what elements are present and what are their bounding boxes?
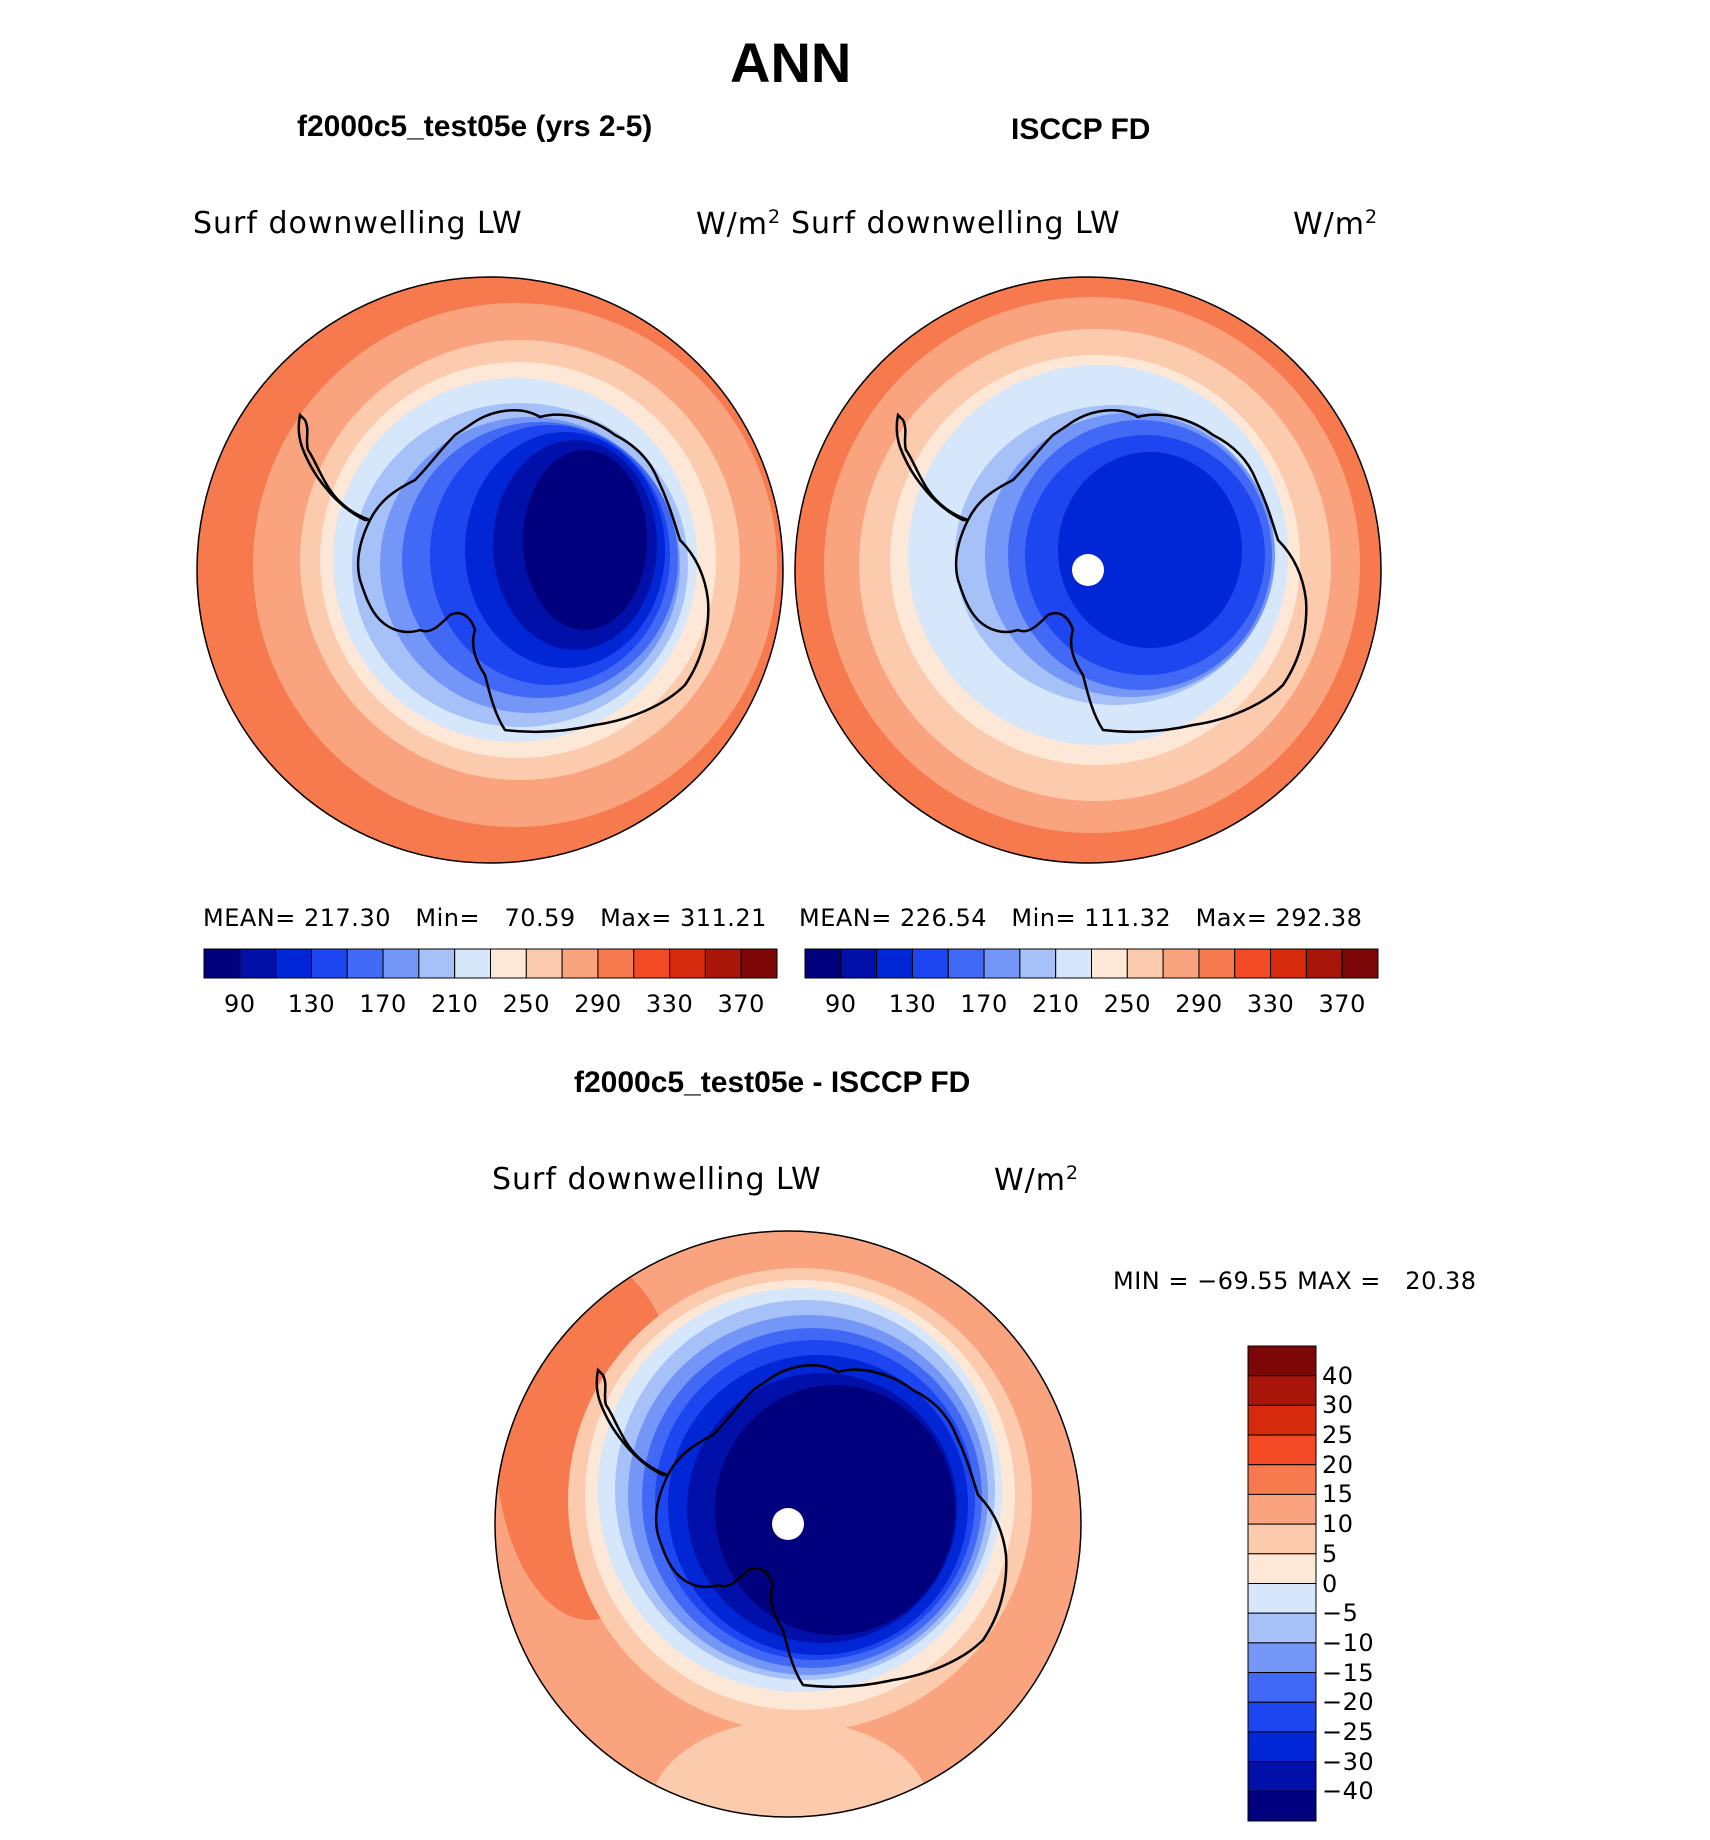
colorbar-tick-label: 290 xyxy=(1175,990,1223,1018)
colorbar-tick-label: 250 xyxy=(1103,990,1151,1018)
colorbar-swatch xyxy=(840,948,878,979)
colorbar-tick-label: 130 xyxy=(287,990,336,1018)
colorbar-swatch xyxy=(740,948,778,979)
colorbar-swatch xyxy=(1247,1672,1317,1703)
colorbar-tick-label: −15 xyxy=(1322,1658,1375,1687)
obs-stats: MEAN= 226.54 Min= 111.32 Max= 292.38 xyxy=(799,904,1363,932)
colorbar-swatch xyxy=(1247,1345,1317,1377)
colorbar-swatch xyxy=(1247,1553,1317,1584)
colorbar-swatch xyxy=(1247,1464,1317,1495)
colorbar-tick-label: 40 xyxy=(1322,1361,1354,1390)
obs-panel-title: ISCCP FD xyxy=(1011,113,1151,146)
diff-units-label: W/m2 xyxy=(994,1162,1080,1198)
colorbar-swatch xyxy=(1247,1790,1317,1822)
model-panel-title: f2000c5_test05e (yrs 2-5) xyxy=(297,110,653,143)
colorbar-tick-label: 25 xyxy=(1322,1421,1354,1450)
colorbar-swatch xyxy=(382,948,420,979)
colorbar-swatch xyxy=(1247,1523,1317,1555)
colorbar-swatch xyxy=(669,948,706,979)
colorbar-tick-label: −5 xyxy=(1322,1599,1359,1628)
colorbar-swatch xyxy=(525,948,563,979)
obs-variable-label: Surf downwelling LW xyxy=(791,206,1121,241)
colorbar-swatch xyxy=(633,948,671,979)
model-map xyxy=(197,277,783,863)
colorbar-tick-label: 130 xyxy=(888,990,937,1018)
diff-panel-title: f2000c5_test05e - ISCCP FD xyxy=(574,1066,971,1099)
colorbar-swatch xyxy=(1247,1375,1317,1406)
colorbar-swatch xyxy=(911,948,949,979)
colorbar-swatch xyxy=(1162,948,1200,979)
diff-pole-mask xyxy=(772,1508,804,1540)
colorbar-tick-label: 10 xyxy=(1322,1510,1354,1539)
colorbar-tick-label: 210 xyxy=(431,990,479,1018)
colorbar-tick-label: 210 xyxy=(1032,990,1080,1018)
colorbar-swatch xyxy=(1247,1434,1317,1466)
colorbar-swatch xyxy=(1247,1642,1317,1674)
colorbar-swatch xyxy=(947,948,985,979)
colorbar-swatch xyxy=(310,948,348,979)
colorbar-tick-label: −30 xyxy=(1322,1747,1375,1776)
model-colorbar xyxy=(203,948,778,979)
colorbar-tick-label: 170 xyxy=(960,990,1008,1018)
colorbar-swatch xyxy=(1019,948,1057,979)
colorbar-tick-label: 330 xyxy=(1246,990,1295,1018)
page-title: ANN xyxy=(730,31,852,94)
colorbar-swatch xyxy=(490,948,527,979)
colorbar-swatch xyxy=(1198,948,1236,979)
colorbar-swatch xyxy=(1270,948,1307,979)
colorbar-tick-label: 330 xyxy=(645,990,694,1018)
colorbar-swatch xyxy=(876,948,913,979)
colorbar-swatch xyxy=(275,948,312,979)
colorbar-swatch xyxy=(1341,948,1379,979)
colorbar-swatch xyxy=(203,948,241,979)
obs-colorbar xyxy=(804,948,1379,979)
colorbar-tick-label: 30 xyxy=(1322,1391,1354,1420)
colorbar-swatch xyxy=(804,948,842,979)
colorbar-swatch xyxy=(418,948,456,979)
colorbar-swatch xyxy=(1247,1404,1317,1436)
colorbar-tick-label: 0 xyxy=(1322,1569,1338,1598)
colorbar-swatch xyxy=(1247,1761,1317,1792)
colorbar-swatch xyxy=(561,948,599,979)
colorbar-swatch xyxy=(1247,1731,1317,1763)
colorbar-swatch xyxy=(454,948,491,979)
colorbar-swatch xyxy=(597,948,635,979)
colorbar-tick-label: 90 xyxy=(224,990,256,1018)
colorbar-swatch xyxy=(1126,948,1164,979)
diff-colorbar xyxy=(1247,1345,1317,1822)
diff-variable-label: Surf downwelling LW xyxy=(492,1162,822,1197)
colorbar-swatch xyxy=(346,948,384,979)
colorbar-tick-label: 15 xyxy=(1322,1480,1354,1509)
colorbar-tick-label: 290 xyxy=(574,990,622,1018)
diff-range: MIN = −69.55 MAX = 20.38 xyxy=(1113,1267,1477,1295)
colorbar-swatch xyxy=(1305,948,1343,979)
colorbar-tick-label: 370 xyxy=(1318,990,1366,1018)
colorbar-tick-label: 250 xyxy=(502,990,550,1018)
colorbar-tick-label: −10 xyxy=(1322,1628,1375,1657)
colorbar-tick-label: 370 xyxy=(717,990,765,1018)
model-variable-label: Surf downwelling LW xyxy=(193,206,523,241)
model-stats: MEAN= 217.30 Min= 70.59 Max= 311.21 xyxy=(203,904,767,932)
obs-pole-mask xyxy=(1072,554,1104,586)
obs-units-label: W/m2 xyxy=(1293,206,1379,242)
colorbar-swatch xyxy=(1234,948,1272,979)
colorbar-tick-label: 5 xyxy=(1322,1539,1338,1568)
colorbar-tick-label: −25 xyxy=(1322,1717,1375,1746)
colorbar-swatch xyxy=(983,948,1021,979)
colorbar-swatch xyxy=(1091,948,1128,979)
colorbar-tick-label: 20 xyxy=(1322,1450,1354,1479)
colorbar-swatch xyxy=(1247,1583,1317,1614)
colorbar-swatch xyxy=(1247,1612,1317,1644)
colorbar-swatch xyxy=(704,948,742,979)
colorbar-swatch xyxy=(239,948,277,979)
colorbar-tick-label: 170 xyxy=(359,990,407,1018)
colorbar-swatch xyxy=(1055,948,1092,979)
colorbar-tick-label: 90 xyxy=(825,990,857,1018)
colorbar-tick-label: −40 xyxy=(1322,1777,1375,1806)
colorbar-swatch xyxy=(1247,1701,1317,1733)
model-units-label: W/m2 xyxy=(696,206,782,242)
colorbar-swatch xyxy=(1247,1493,1317,1525)
colorbar-tick-label: −20 xyxy=(1322,1688,1375,1717)
